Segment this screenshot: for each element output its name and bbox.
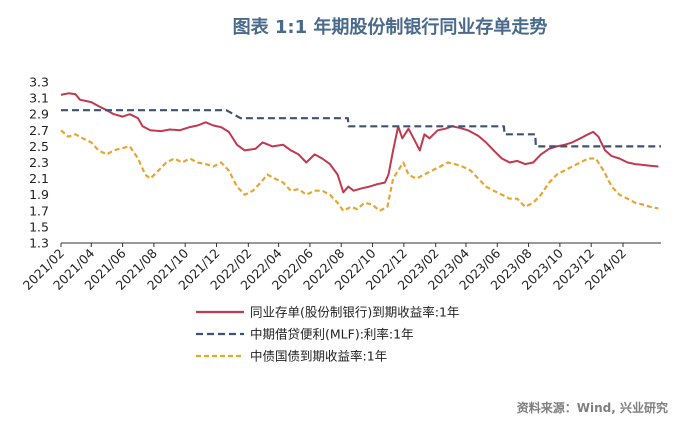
- legend: 同业存单(股份制银行)到期收益率:1年中期借贷便利(MLF):利率:1年中债国债…: [196, 305, 459, 364]
- y-axis-ticks: 1.3 1.51.71.92.12.32.52.72.93.13.3: [29, 75, 49, 251]
- y-tick-label: 1.7: [29, 203, 49, 218]
- legend-item-mlf-rate: 中期借贷便利(MLF):利率:1年: [196, 327, 414, 342]
- y-tick-label: 1.5: [29, 219, 49, 234]
- chart-title: 图表 1:1 年期股份制银行同业存单走势: [233, 16, 548, 38]
- legend-item-treasury-yield: 中债国债到期收益率:1年: [196, 349, 387, 364]
- y-tick-label: 2.1: [29, 171, 49, 186]
- x-axis: 2021/022021/042021/062021/082021/102021/…: [20, 242, 661, 293]
- series-lines: [60, 92, 661, 212]
- y-tick-label: 3.1: [29, 91, 49, 106]
- y-tick-label: 1.3: [29, 236, 49, 251]
- legend-label: 中债国债到期收益率:1年: [250, 349, 387, 364]
- legend-label: 中期借贷便利(MLF):利率:1年: [250, 327, 414, 342]
- y-tick-label: 2.9: [29, 107, 49, 122]
- series-line-treasury-yield: [60, 129, 659, 212]
- series-line-mlf-rate: [61, 109, 661, 148]
- source-note: 资料来源：Wind, 兴业研究: [517, 400, 668, 415]
- y-tick-label: 2.7: [29, 123, 49, 138]
- y-tick-label: 2.5: [29, 139, 49, 154]
- y-tick-label: 2.3: [29, 155, 49, 170]
- y-tick-label: 3.3: [29, 75, 49, 90]
- legend-item-ncd-yield: 同业存单(股份制银行)到期收益率:1年: [196, 305, 459, 320]
- y-tick-label: 1.9: [29, 187, 49, 202]
- series-line-ncd-yield: [60, 92, 659, 194]
- legend-label: 同业存单(股份制银行)到期收益率:1年: [250, 305, 459, 320]
